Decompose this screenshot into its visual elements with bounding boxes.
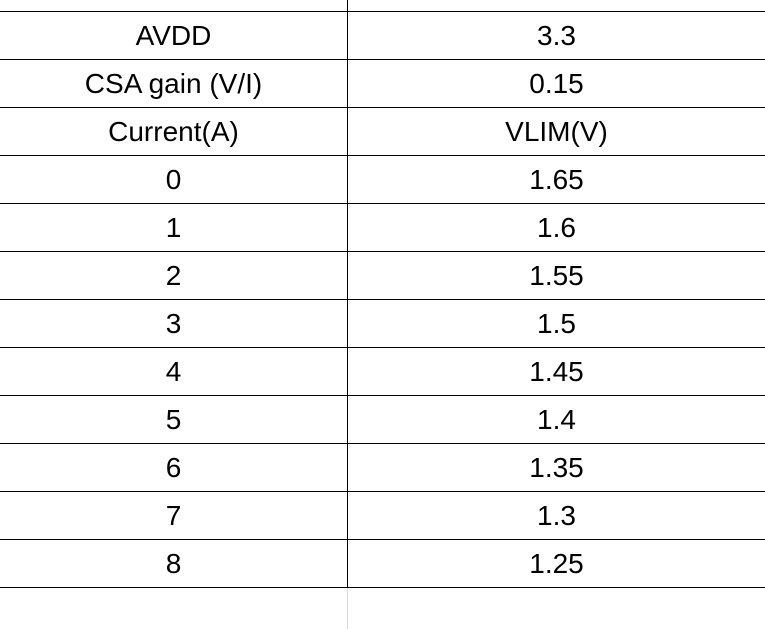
row-border [0, 347, 765, 348]
row-border [0, 587, 765, 588]
row-border [0, 251, 765, 252]
table-cell: 1 [165, 212, 182, 243]
table-cell: 4 [165, 356, 182, 387]
table-cell: 1.6 [537, 212, 576, 243]
table-cell: 8 [165, 548, 182, 579]
grid-line [347, 587, 348, 629]
table-cell: 1.3 [537, 500, 576, 531]
table-cell: 0 [165, 164, 182, 195]
table-cell: 1.4 [537, 404, 576, 435]
table-cell: 2 [165, 260, 182, 291]
table-cell: 7 [165, 500, 182, 531]
table-cell: 1.45 [529, 356, 584, 387]
table-cell: 3 [165, 308, 182, 339]
table-cell: 1.35 [529, 452, 584, 483]
row-border [0, 59, 765, 60]
row-border [0, 107, 765, 108]
table-cell: 1.65 [529, 164, 584, 195]
column-border [347, 0, 348, 587]
table-cell: 0.15 [529, 68, 584, 99]
table-cell: 1.55 [529, 260, 584, 291]
row-border [0, 395, 765, 396]
table-cell: 3.3 [537, 20, 576, 51]
table-cell: 1.25 [529, 548, 584, 579]
table-cell: 6 [165, 452, 182, 483]
table-cell: VLIM(V) [505, 116, 608, 147]
row-border [0, 11, 765, 12]
table-cell: 5 [165, 404, 182, 435]
row-border [0, 203, 765, 204]
table-cell: AVDD [135, 20, 212, 51]
row-border [0, 443, 765, 444]
table-cell: Current(A) [108, 116, 239, 147]
table-cell: 1.5 [537, 308, 576, 339]
row-border [0, 299, 765, 300]
row-border [0, 539, 765, 540]
row-border [0, 155, 765, 156]
row-border [0, 491, 765, 492]
table-cell: CSA gain (V/I) [84, 68, 263, 99]
